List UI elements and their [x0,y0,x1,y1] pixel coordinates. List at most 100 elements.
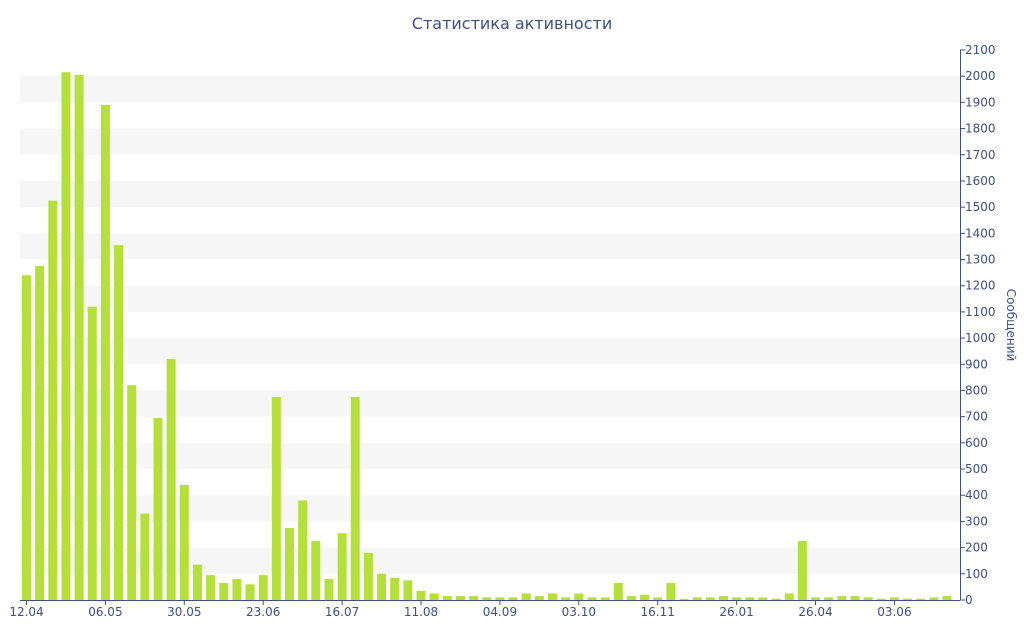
y-tick-label: 1800 [965,122,996,136]
bar[interactable] [942,596,952,600]
y-axis-ticks: 0 100 200 300 400 500 600 700 800 900 1000 1100 1200… [960,43,996,607]
y-axis-title: Сообщений [1004,289,1018,362]
bar[interactable] [666,582,676,600]
bar[interactable] [679,598,689,600]
grid-band [20,390,960,417]
y-tick-label: 1300 [965,253,996,267]
bar[interactable] [35,266,45,600]
bar[interactable] [363,552,373,600]
bar[interactable] [732,597,742,600]
grid-band [20,285,960,312]
bar[interactable] [837,596,847,600]
bar[interactable] [245,584,255,600]
bar[interactable] [100,105,110,600]
bar[interactable] [114,245,124,600]
bar[interactable] [929,597,939,600]
bar[interactable] [416,590,426,600]
bar[interactable] [574,593,584,600]
bar[interactable] [22,275,31,600]
y-tick-label: 2000 [965,69,996,83]
bar[interactable] [258,575,268,600]
grid-band [20,338,960,365]
y-tick-label: 1900 [965,95,996,109]
bar[interactable] [455,596,465,600]
bar[interactable] [863,597,873,600]
y-tick-label: 2100 [965,43,996,57]
bar[interactable] [508,597,518,600]
bar[interactable] [311,541,321,600]
y-tick-label: 100 [965,567,988,581]
bar[interactable] [206,575,216,600]
bar[interactable] [285,527,294,600]
bar[interactable] [640,594,650,600]
bar[interactable] [653,597,663,600]
bar[interactable] [232,579,242,600]
bar[interactable] [140,513,150,600]
bar[interactable] [390,577,400,600]
grid-band [20,442,960,470]
y-tick-label: 1100 [965,305,996,319]
bar[interactable] [337,533,347,600]
bar[interactable] [350,397,360,600]
bar[interactable] [429,593,439,600]
bar[interactable] [377,573,387,600]
grid-bands [20,76,960,574]
bar[interactable] [469,596,479,600]
bar[interactable] [219,582,229,600]
bar[interactable] [403,580,413,600]
bar[interactable] [876,598,886,600]
bar[interactable] [534,596,544,600]
bar[interactable] [850,596,860,600]
bar[interactable] [613,582,623,600]
bar[interactable] [48,200,58,600]
bar[interactable] [482,597,492,600]
x-axis-ticks: 12.04 06.05 30.05 23.06 16.07 11.08 04.09 03.10… [9,600,912,619]
bar[interactable] [692,597,702,600]
bar[interactable] [442,596,452,600]
bar[interactable] [626,596,636,600]
bar[interactable] [324,579,334,600]
bar[interactable] [758,597,768,600]
bar[interactable] [587,597,597,600]
bar[interactable] [811,597,820,600]
y-tick-label: 300 [965,514,988,528]
bar[interactable] [705,597,715,600]
y-tick-label: 900 [965,357,988,371]
bar[interactable] [784,593,794,600]
bar[interactable] [61,72,71,600]
bar[interactable] [271,397,281,600]
bar[interactable] [87,306,97,600]
chart-title: Статистика активности [411,14,613,33]
bar[interactable] [745,597,755,600]
bar[interactable] [718,596,728,600]
x-tick-label: 03.06 [877,605,911,619]
bar[interactable] [298,500,308,600]
bar[interactable] [797,541,807,600]
y-tick-label: 1700 [965,148,996,162]
x-tick-label: 16.07 [325,605,359,619]
y-tick-label: 800 [965,383,988,397]
bar[interactable] [192,564,202,600]
bar[interactable] [521,593,531,600]
y-tick-label: 600 [965,436,988,450]
bar[interactable] [74,74,84,600]
x-tick-label: 26.01 [719,605,753,619]
bar[interactable] [916,598,926,600]
bar[interactable] [166,359,176,600]
y-tick-label: 0 [965,593,973,607]
bar[interactable] [153,417,163,600]
bar[interactable] [548,593,557,600]
bar[interactable] [824,597,834,600]
bar[interactable] [771,598,781,600]
bar[interactable] [600,597,610,600]
bar[interactable] [889,597,899,600]
y-tick-label: 500 [965,462,988,476]
bar[interactable] [127,385,137,600]
bar[interactable] [561,597,571,600]
bar[interactable] [495,597,505,600]
bar[interactable] [179,484,189,600]
bar[interactable] [903,598,913,600]
y-tick-label: 1600 [965,174,996,188]
